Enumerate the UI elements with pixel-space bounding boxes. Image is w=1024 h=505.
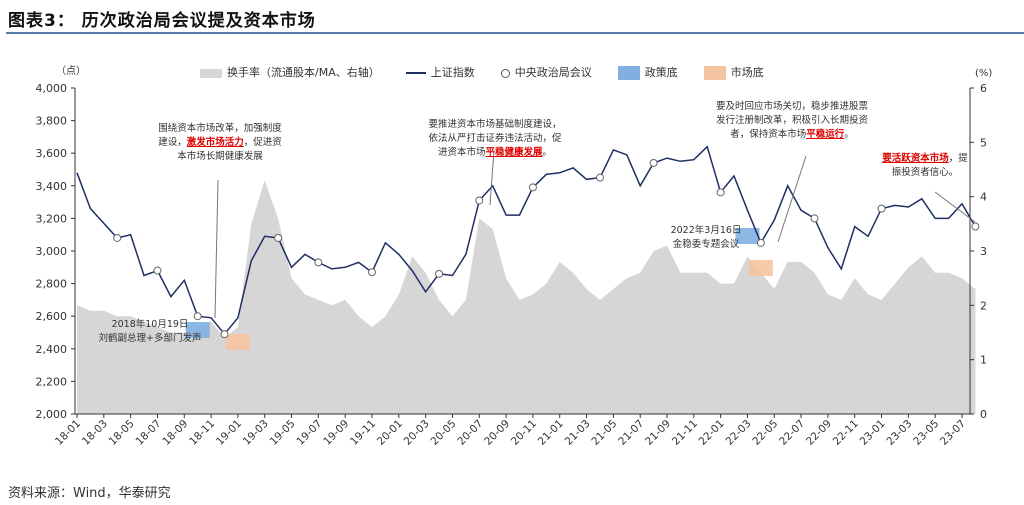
- x-tick-label: 21-05: [589, 418, 619, 448]
- y-tick-label: 2,600: [36, 310, 68, 323]
- y-tick-label: 3,000: [36, 245, 68, 258]
- annotation-2022: 要及时回应市场关切，稳步推进股票发行注册制改革，积极引入长期投资者，保持资本市场…: [715, 101, 868, 140]
- y-tick-label: 4,000: [36, 82, 68, 95]
- y2-tick-label: 6: [980, 82, 987, 95]
- x-tick-label: 20-01: [375, 418, 405, 448]
- market-bottom-box: [748, 260, 773, 276]
- x-tick-label: 20-05: [429, 418, 459, 448]
- x-tick-label: 23-03: [884, 418, 914, 448]
- annotation-2019: 围绕资本市场改革，加强制度建设，激发市场活力，促进资本市场长期健康发展: [158, 123, 282, 162]
- x-tick-label: 20-09: [482, 418, 512, 448]
- x-tick-label: 22-01: [697, 418, 727, 448]
- x-tick-label: 20-07: [455, 418, 485, 448]
- meeting-marker: [877, 204, 886, 213]
- annotation-2020: 要推进资本市场基础制度建设，依法从严打击证券违法活动，促进资本市场平稳健康发展。: [428, 119, 562, 158]
- x-tick-label: 18-09: [160, 418, 190, 448]
- meeting-marker: [274, 233, 283, 242]
- legend: 换手率（流通股本/MA、右轴） 上证指数 中央政治局会议 政策底 市场底: [200, 64, 764, 80]
- legend-meeting: 中央政治局会议: [500, 64, 592, 80]
- x-tick-label: 19-07: [294, 418, 324, 448]
- pointer-line: [777, 155, 807, 243]
- legend-policy-bottom: 政策底: [617, 64, 678, 80]
- x-tick-label: 23-07: [938, 418, 968, 448]
- x-tick-label: 19-05: [268, 418, 298, 448]
- annotation-20181019: 2018年10月19日 刘鹤副总理+多部门发声: [98, 319, 202, 344]
- y-tick-label: 2,200: [36, 375, 68, 388]
- x-tick-label: 20-03: [402, 418, 432, 448]
- x-tick-label: 18-11: [187, 418, 217, 448]
- x-tick-label: 21-11: [670, 418, 700, 448]
- x-tick-label: 18-07: [134, 418, 164, 448]
- meeting-marker: [435, 269, 444, 278]
- pointer-line: [489, 149, 495, 206]
- x-tick-label: 22-03: [724, 418, 754, 448]
- meeting-marker: [368, 268, 376, 277]
- pointer-line: [934, 191, 976, 223]
- y2-tick-label: 3: [980, 245, 987, 258]
- left-unit: （点）: [56, 66, 86, 77]
- pointer-line: [214, 179, 219, 319]
- y2-tick-label: 5: [980, 136, 987, 149]
- x-tick-label: 22-07: [777, 418, 807, 448]
- x-tick-label: 18-03: [80, 418, 110, 448]
- meeting-marker: [595, 173, 604, 182]
- legend-turnover: 换手率（流通股本/MA、右轴）: [200, 64, 380, 80]
- source-note: 资料来源：Wind，华泰研究: [8, 486, 171, 501]
- legend-index: 上证指数: [405, 64, 475, 80]
- y-tick-label: 3,400: [36, 180, 68, 193]
- x-tick-label: 20-11: [509, 418, 539, 448]
- y-tick-label: 3,600: [36, 147, 68, 160]
- x-tick-label: 21-03: [563, 418, 593, 448]
- x-tick-label: 23-01: [858, 418, 888, 448]
- x-tick-label: 22-11: [831, 418, 861, 448]
- meeting-marker: [314, 258, 323, 267]
- x-tick-label: 19-09: [321, 418, 351, 448]
- x-tick-label: 22-05: [750, 418, 780, 448]
- x-tick-label: 21-07: [616, 418, 646, 448]
- figure-title: 图表3： 历次政治局会议提及资本市场: [8, 11, 316, 31]
- x-tick-label: 22-09: [804, 418, 834, 448]
- y2-tick-label: 4: [980, 191, 987, 204]
- turnover-area: [77, 180, 976, 414]
- meeting-marker: [475, 196, 484, 205]
- y2-tick-label: 1: [980, 354, 987, 367]
- meeting-marker: [971, 222, 980, 231]
- meeting-marker: [153, 266, 162, 275]
- market-bottom-box: [225, 334, 250, 350]
- y-tick-label: 3,200: [36, 212, 68, 225]
- meeting-marker: [528, 183, 537, 192]
- x-tick-label: 23-05: [911, 418, 941, 448]
- meeting-marker: [649, 158, 658, 167]
- meeting-marker: [810, 214, 819, 223]
- y-tick-label: 2,800: [36, 278, 68, 291]
- x-tick-label: 21-01: [536, 418, 566, 448]
- y-tick-label: 3,800: [36, 115, 68, 128]
- meeting-marker: [716, 188, 725, 197]
- y-tick-label: 2,400: [36, 343, 68, 356]
- meeting-marker: [220, 330, 229, 339]
- annotation-20220316: 2022年3月16日 金稳委专题会议: [670, 225, 742, 250]
- policy-bottom-box: [735, 228, 760, 244]
- meeting-marker: [113, 233, 122, 242]
- y2-tick-label: 2: [980, 299, 987, 312]
- meeting-marker: [193, 312, 202, 321]
- y-tick-label: 2,000: [36, 408, 68, 421]
- policy-bottom-box: [185, 322, 210, 338]
- y2-tick-label: 0: [980, 408, 987, 421]
- x-tick-label: 19-01: [214, 418, 244, 448]
- x-tick-label: 18-05: [107, 418, 137, 448]
- meeting-marker: [756, 238, 765, 247]
- x-tick-label: 21-09: [643, 418, 673, 448]
- x-tick-label: 18-01: [53, 418, 83, 448]
- x-tick-label: 19-03: [241, 418, 271, 448]
- title-rule: [6, 32, 1024, 34]
- legend-market-bottom: 市场底: [703, 64, 764, 80]
- annotation-2023: 要活跃资本市场，提振投资者信心。: [882, 153, 968, 178]
- x-tick-label: 19-11: [348, 418, 378, 448]
- right-unit: (%): [975, 68, 993, 79]
